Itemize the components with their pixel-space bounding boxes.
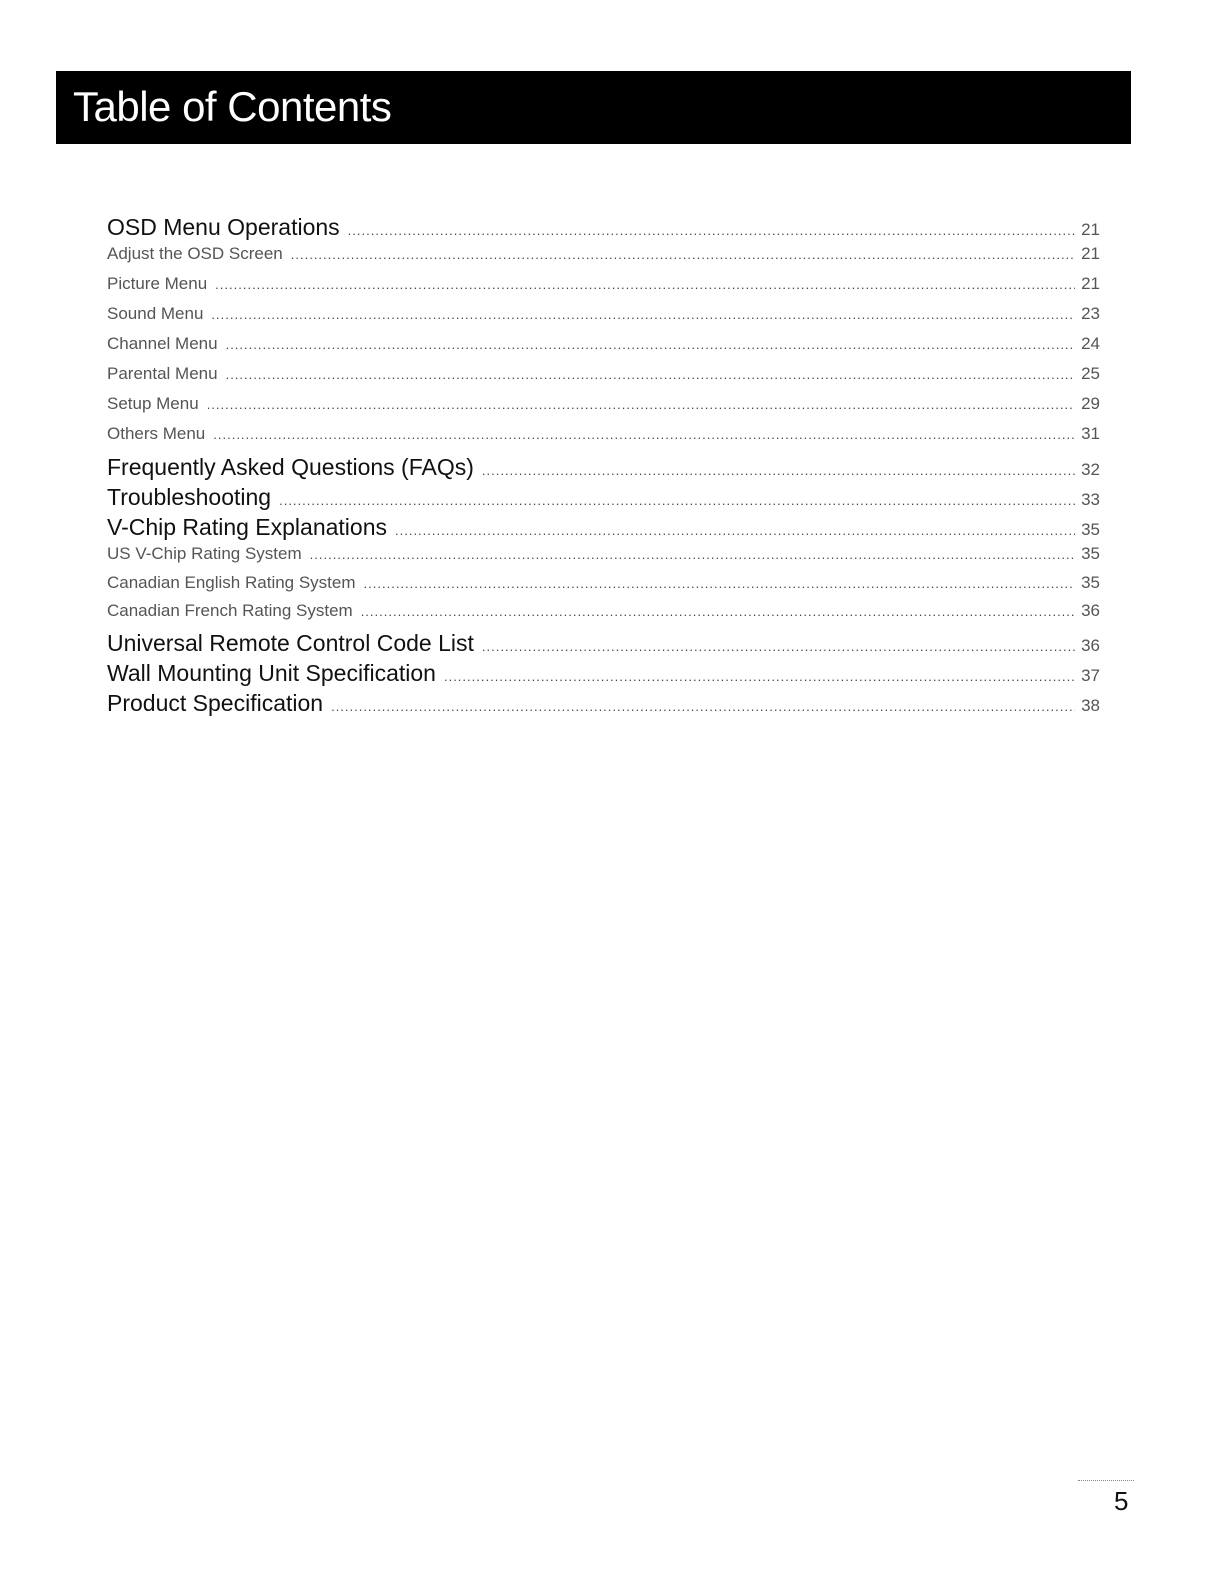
dot-leader <box>291 247 1075 262</box>
toc-entry[interactable]: Troubleshooting 33 <box>107 484 1100 514</box>
toc-entry-page: 35 <box>1081 544 1100 563</box>
toc-entry[interactable]: Canadian English Rating System 35 <box>107 573 1100 602</box>
toc-entry[interactable]: Others Menu 31 <box>107 424 1100 454</box>
toc-entry-page: 21 <box>1081 274 1100 293</box>
dot-leader <box>364 576 1076 591</box>
toc-entry-label: Picture Menu <box>107 274 208 293</box>
table-of-contents: OSD Menu Operations21Adjust the OSD Scre… <box>107 214 1100 720</box>
dot-leader <box>211 307 1075 322</box>
toc-entry-page: 23 <box>1081 304 1100 323</box>
toc-entry[interactable]: V-Chip Rating Explanations 35 <box>107 514 1100 544</box>
toc-entry[interactable]: Frequently Asked Questions (FAQs) 32 <box>107 454 1100 484</box>
toc-entry-page: 35 <box>1081 572 1100 592</box>
toc-entry-label: Sound Menu <box>107 304 204 323</box>
toc-entry[interactable]: Picture Menu 21 <box>107 274 1100 304</box>
toc-entry-page: 36 <box>1081 601 1100 620</box>
toc-entry[interactable]: Parental Menu 25 <box>107 364 1100 394</box>
toc-entry-label: Frequently Asked Questions (FAQs) <box>107 454 474 480</box>
toc-entry-page: 36 <box>1081 635 1100 655</box>
dot-leader <box>395 523 1075 538</box>
page-number: 5 <box>1114 1486 1129 1516</box>
dot-leader <box>213 427 1075 442</box>
toc-entry-page: 31 <box>1081 424 1100 443</box>
toc-entry-page: 21 <box>1081 220 1100 239</box>
toc-entry-label: Universal Remote Control Code List <box>107 629 474 656</box>
dot-leader <box>444 669 1075 684</box>
toc-entry-label: Channel Menu <box>107 334 218 353</box>
toc-entry[interactable]: Adjust the OSD Screen 21 <box>107 244 1100 274</box>
toc-entry-label: Adjust the OSD Screen <box>107 244 283 263</box>
toc-entry-page: 29 <box>1081 394 1100 413</box>
toc-entry-label: Troubleshooting <box>107 484 272 510</box>
dot-leader <box>482 463 1075 478</box>
toc-entry[interactable]: OSD Menu Operations 21 <box>107 214 1100 244</box>
toc-entry-label: Product Specification <box>107 689 324 716</box>
toc-entry-page: 37 <box>1081 665 1100 685</box>
toc-entry[interactable]: Channel Menu 24 <box>107 334 1100 364</box>
footer-divider <box>1078 1480 1134 1481</box>
dot-leader <box>361 604 1075 619</box>
title-banner: Table of Contents <box>56 71 1131 144</box>
toc-entry-label: Canadian French Rating System <box>107 601 353 620</box>
dot-leader <box>310 547 1075 562</box>
toc-entry-label: Setup Menu <box>107 394 199 413</box>
dot-leader <box>226 337 1076 352</box>
toc-entry-label: Parental Menu <box>107 364 218 383</box>
toc-entry[interactable]: Sound Menu 23 <box>107 304 1100 334</box>
dot-leader <box>348 223 1075 238</box>
dot-leader <box>331 699 1075 714</box>
toc-entry-label: Others Menu <box>107 424 206 443</box>
toc-entry-page: 24 <box>1081 334 1100 353</box>
toc-entry[interactable]: Wall Mounting Unit Specification 37 <box>107 660 1100 690</box>
toc-entry-label: Wall Mounting Unit Specification <box>107 659 436 686</box>
toc-entry[interactable]: Product Specification 38 <box>107 690 1100 720</box>
dot-leader <box>226 367 1076 382</box>
dot-leader <box>279 493 1075 508</box>
dot-leader <box>482 639 1075 654</box>
toc-entry[interactable]: Setup Menu 29 <box>107 394 1100 424</box>
toc-entry-label: OSD Menu Operations <box>107 214 340 240</box>
page-title: Table of Contents <box>73 83 392 130</box>
toc-entry-page: 25 <box>1081 364 1100 383</box>
toc-entry-page: 35 <box>1081 520 1100 539</box>
toc-entry-page: 21 <box>1081 244 1100 263</box>
toc-entry-page: 33 <box>1081 490 1100 509</box>
toc-entry[interactable]: Universal Remote Control Code List 36 <box>107 630 1100 660</box>
toc-entry-page: 38 <box>1081 695 1100 715</box>
toc-entry-page: 32 <box>1081 460 1100 479</box>
toc-entry-label: V-Chip Rating Explanations <box>107 514 387 540</box>
toc-entry-label: Canadian English Rating System <box>107 572 356 592</box>
dot-leader <box>215 277 1075 292</box>
dot-leader <box>207 397 1075 412</box>
toc-entry[interactable]: US V-Chip Rating System 35 <box>107 544 1100 573</box>
toc-entry[interactable]: Canadian French Rating System 36 <box>107 601 1100 630</box>
toc-entry-label: US V-Chip Rating System <box>107 544 302 563</box>
